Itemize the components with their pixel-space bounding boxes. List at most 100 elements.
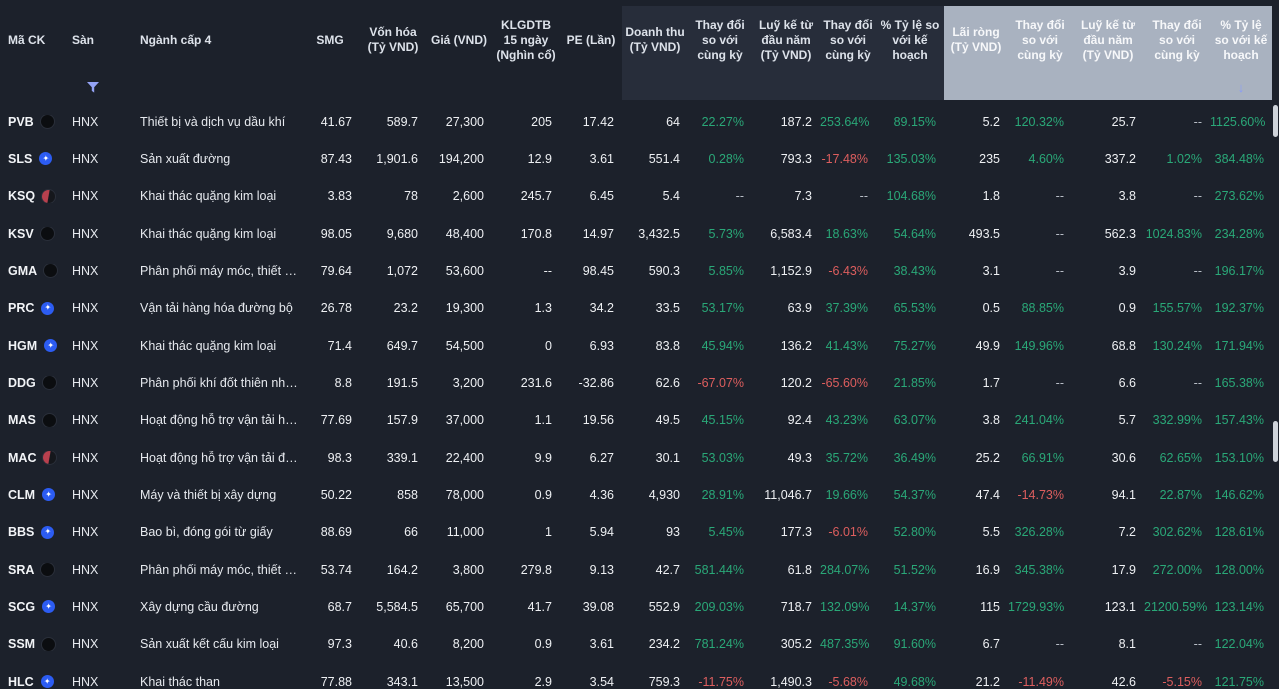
ticker-cell[interactable]: GMA — [0, 264, 64, 278]
cell-gia: 19,300 — [445, 301, 484, 316]
column-header-gia[interactable]: Giá (VND) — [426, 0, 492, 103]
table-row[interactable]: BBS ✦ HNX Bao bì, đóng gói từ giấy 88.69… — [0, 514, 1272, 551]
table-row[interactable]: SSM HNX Sản xuất kết cấu kim loại 97.3 40… — [0, 626, 1272, 663]
cell-doanh-thu-thay-doi: 581.44% — [694, 562, 744, 577]
table-row[interactable]: GMA HNX Phân phối máy móc, thiết bị v...… — [0, 252, 1272, 289]
filter-funnel-icon[interactable] — [87, 81, 99, 93]
ticker-symbol: GMA — [8, 263, 38, 278]
column-header-doanh-thu-ty-le[interactable]: % Tỷ lệ so với kế hoạch — [876, 0, 944, 103]
scrollbar-thumb[interactable] — [1273, 421, 1278, 462]
cell-doanh-thu-ty-le: 104.68% — [886, 189, 936, 204]
ticker-cell[interactable]: SLS ✦ — [0, 152, 64, 166]
company-logo — [42, 189, 56, 203]
filter-slot — [622, 74, 688, 100]
cell-von-hoa: 1,901.6 — [376, 151, 418, 166]
cell-doanh-thu: 62.6 — [655, 375, 680, 390]
table-row[interactable]: MAC HNX Hoạt động hỗ trợ vận tải đườn...… — [0, 439, 1272, 476]
table-header: Mã CK Sàn Ngành cấp 4 SMG Vốn hóa (Tỷ VN… — [0, 0, 1272, 103]
cell-doanh-thu: 42.7 — [655, 562, 680, 577]
column-header-klgdtb[interactable]: KLGDTB 15 ngày (Nghìn cổ) — [492, 0, 560, 103]
sort-descending-icon[interactable]: ↓ — [1237, 79, 1245, 95]
column-label: Vốn hóa (Tỷ VND) — [367, 25, 419, 54]
column-header-ma-ck[interactable]: Mã CK — [0, 0, 64, 103]
cell-smg: 50.22 — [320, 487, 352, 502]
exchange-cell: HNX — [72, 487, 99, 502]
ticker-cell[interactable]: HGM ✦ — [0, 339, 64, 353]
company-logo — [41, 563, 55, 577]
table-row[interactable]: SLS ✦ HNX Sản xuất đường 87.43 1,901.6 194… — [0, 140, 1272, 177]
company-logo: ✦ — [42, 600, 56, 614]
ticker-cell[interactable]: MAS — [0, 413, 64, 427]
cell-doanh-thu: 759.3 — [648, 674, 680, 689]
column-header-doanh-thu-luy-ke-thay-doi[interactable]: Thay đổi so với cùng kỳ — [820, 0, 876, 103]
column-header-pe[interactable]: PE (Lần) — [560, 0, 622, 103]
filter-slot — [122, 74, 300, 100]
filter-slot — [1144, 74, 1210, 100]
column-header-lai-rong[interactable]: Lãi ròng (Tỷ VND) — [944, 0, 1008, 103]
table-row[interactable]: PRC ✦ HNX Vận tải hàng hóa đường bộ 26.7… — [0, 290, 1272, 327]
table-row[interactable]: PVB HNX Thiết bị và dịch vụ dầu khí 41.6… — [0, 103, 1272, 140]
column-header-nganh[interactable]: Ngành cấp 4 — [122, 0, 300, 103]
cell-lai-rong-luy-ke-thay-doi: 155.57% — [1152, 301, 1202, 316]
cell-pe: 17.42 — [582, 114, 614, 129]
ticker-cell[interactable]: SSM — [0, 637, 64, 651]
cell-lai-rong: 0.5 — [982, 301, 1000, 316]
column-label: Giá (VND) — [430, 32, 487, 47]
scrollbar-thumb[interactable] — [1273, 105, 1278, 137]
cell-von-hoa: 78 — [404, 189, 418, 204]
table-row[interactable]: KSQ HNX Khai thác quặng kim loại 3.83 78 2… — [0, 178, 1272, 215]
vertical-scrollbar[interactable] — [1272, 0, 1279, 689]
filter-slot — [944, 74, 1008, 100]
ticker-cell[interactable]: SCG ✦ — [0, 600, 64, 614]
cell-doanh-thu-ty-le: 49.68% — [893, 674, 936, 689]
cell-klgdtb: -- — [543, 263, 552, 278]
cell-lai-rong-luy-ke-thay-doi: 130.24% — [1152, 338, 1202, 353]
column-header-lai-rong-thay-doi[interactable]: Thay đổi so với cùng kỳ — [1008, 0, 1072, 103]
column-header-doanh-thu-luy-ke[interactable]: Luỹ kế từ đầu năm (Tỷ VND) — [752, 0, 820, 103]
ticker-cell[interactable]: BBS ✦ — [0, 525, 64, 539]
cell-lai-rong-luy-ke-thay-doi: 302.62% — [1152, 525, 1202, 540]
cell-lai-rong-thay-doi: -- — [1055, 637, 1064, 652]
column-header-smg[interactable]: SMG — [300, 0, 360, 103]
cell-lai-rong: 1.8 — [982, 189, 1000, 204]
ticker-cell[interactable]: MAC — [0, 451, 64, 465]
exchange-cell: HNX — [72, 450, 99, 465]
cell-von-hoa: 9,680 — [386, 226, 418, 241]
ticker-cell[interactable]: DDG — [0, 376, 64, 390]
ticker-cell[interactable]: CLM ✦ — [0, 488, 64, 502]
table-row[interactable]: DDG HNX Phân phối khí đốt thiên nhiên 8.… — [0, 364, 1272, 401]
ticker-cell[interactable]: PVB — [0, 115, 64, 129]
cell-klgdtb: 1 — [545, 525, 552, 540]
filter-slot — [820, 74, 876, 100]
ticker-cell[interactable]: KSV — [0, 227, 64, 241]
table-row[interactable]: HLC ✦ HNX Khai thác than 77.88 343.1 13,50… — [0, 663, 1272, 689]
table-row[interactable]: MAS HNX Hoạt động hỗ trợ vận tải hàng ..… — [0, 402, 1272, 439]
table-row[interactable]: SRA HNX Phân phối máy móc, thiết bị v...… — [0, 551, 1272, 588]
cell-doanh-thu-thay-doi: -67.07% — [697, 375, 744, 390]
table-row[interactable]: HGM ✦ HNX Khai thác quặng kim loại 71.4 6… — [0, 327, 1272, 364]
column-header-doanh-thu-thay-doi[interactable]: Thay đổi so với cùng kỳ — [688, 0, 752, 103]
column-header-san[interactable]: Sàn — [64, 0, 122, 103]
cell-gia: 37,000 — [445, 413, 484, 428]
ticker-cell[interactable]: SRA — [0, 563, 64, 577]
column-header-von-hoa[interactable]: Vốn hóa (Tỷ VND) — [360, 0, 426, 103]
cell-lai-rong-ty-le: 121.75% — [1214, 674, 1264, 689]
column-header-lai-rong-luy-ke[interactable]: Luỹ kế từ đầu năm (Tỷ VND) — [1072, 0, 1144, 103]
ticker-cell[interactable]: PRC ✦ — [0, 301, 64, 315]
cell-lai-rong-luy-ke-thay-doi: -- — [1193, 637, 1202, 652]
column-header-doanh-thu[interactable]: Doanh thu (Tỷ VND) — [622, 0, 688, 103]
column-header-lai-rong-luy-ke-thay-doi[interactable]: Thay đổi so với cùng kỳ — [1144, 0, 1210, 103]
cell-von-hoa: 649.7 — [386, 338, 418, 353]
table-row[interactable]: CLM ✦ HNX Máy và thiết bị xây dựng 50.22… — [0, 476, 1272, 513]
table-row[interactable]: KSV HNX Khai thác quặng kim loại 98.05 9,… — [0, 215, 1272, 252]
cell-lai-rong-luy-ke: 123.1 — [1104, 599, 1136, 614]
cell-gia: 3,800 — [452, 562, 484, 577]
table-row[interactable]: SCG ✦ HNX Xây dựng cầu đường 68.7 5,584.5… — [0, 588, 1272, 625]
exchange-cell: HNX — [72, 599, 99, 614]
industry-cell: Khai thác quặng kim loại — [140, 189, 277, 204]
ticker-cell[interactable]: KSQ — [0, 189, 64, 203]
column-header-lai-rong-ty-le[interactable]: % Tỷ lệ so với kế hoạch ↓ — [1210, 0, 1272, 103]
cell-lai-rong: 47.4 — [975, 487, 1000, 502]
cell-doanh-thu-luy-ke: 6,583.4 — [770, 226, 812, 241]
ticker-cell[interactable]: HLC ✦ — [0, 675, 64, 689]
